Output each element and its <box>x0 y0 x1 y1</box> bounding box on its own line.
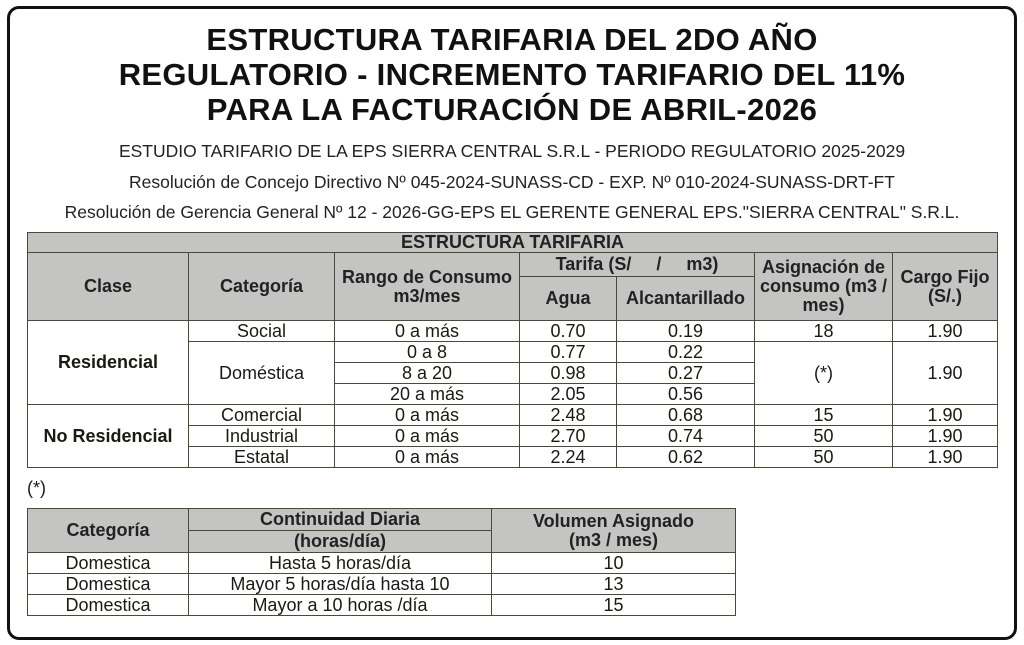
cell-volumen: 15 <box>491 594 736 616</box>
table-row: Residencial Social 0 a más 0.70 0.19 18 … <box>27 320 998 405</box>
cell-asignacion: 50 <box>754 446 893 468</box>
table-row: Industrial 0 a más 2.70 0.74 50 1.90 <box>28 425 998 447</box>
header-continuidad: Continuidad Diaria <box>188 508 492 531</box>
cell-alcantarillado: 0.19 <box>616 320 755 342</box>
cell-cargo: 1.90 <box>892 446 998 468</box>
cell-categoria: Domestica <box>27 594 189 616</box>
cell-categoria: Social <box>188 320 335 342</box>
title-line-2: REGULATORIO - INCREMENTO TARIFARIO DEL 1… <box>118 57 906 92</box>
cell-continuidad: Mayor a 10 horas /día <box>188 594 492 616</box>
header-categoria: Categoría <box>27 508 189 553</box>
cell-categoria: Industrial <box>188 425 335 447</box>
cell-categoria: Doméstica <box>188 341 335 405</box>
cell-agua: 2.05 <box>519 383 617 405</box>
header-asignacion: Asignación de consumo (m3 / mes) <box>754 252 893 321</box>
header-categoria: Categoría <box>188 252 335 321</box>
cell-agua: 0.77 <box>519 341 617 363</box>
cell-agua: 0.98 <box>519 362 617 384</box>
title-line-1: ESTRUCTURA TARIFARIA DEL 2DO AÑO <box>206 22 818 57</box>
table-row: Doméstica 0 a 8 0.77 0.22 (*) 1.90 <box>28 341 998 405</box>
cell-rango: 0 a 8 <box>334 341 520 363</box>
header-agua: Agua <box>519 276 617 321</box>
table-row: Estatal 0 a más 2.24 0.62 50 1.90 <box>28 446 998 468</box>
cell-cargo: 1.90 <box>892 320 998 342</box>
document-title: ESTRUCTURA TARIFARIA DEL 2DO AÑO REGULAT… <box>0 22 1024 127</box>
cell-alcantarillado: 0.27 <box>616 362 755 384</box>
title-line-3: PARA LA FACTURACIÓN DE ABRIL-2026 <box>206 92 818 127</box>
header-rango: Rango de Consumo m3/mes <box>334 252 520 321</box>
subtitle-resolution-cd: Resolución de Concejo Directivo Nº 045-2… <box>129 172 895 192</box>
cell-agua: 2.24 <box>519 446 617 468</box>
table-row: Domestica Hasta 5 horas/día 10 <box>27 552 736 574</box>
cell-cargo: 1.90 <box>892 341 998 405</box>
header-tarifa: Tarifa (S/ / m3) <box>519 252 755 277</box>
cell-continuidad: Mayor 5 horas/día hasta 10 <box>188 573 492 595</box>
clase-residencial: Residencial <box>27 320 189 405</box>
cell-cargo: 1.90 <box>892 425 998 447</box>
cell-categoria: Comercial <box>188 404 335 426</box>
table-row: Domestica Mayor a 10 horas /día 15 <box>27 594 736 616</box>
subtitle-resolution-gg: Resolución de Gerencia General Nº 12 - 2… <box>64 202 960 222</box>
subtitle-study: ESTUDIO TARIFARIO DE LA EPS SIERRA CENTR… <box>118 141 906 161</box>
document-border <box>7 6 1017 640</box>
cell-asignacion: 15 <box>754 404 893 426</box>
assigned-volume-table: Categoría Continuidad Diaria Volumen Asi… <box>27 508 736 616</box>
cell-asignacion: 50 <box>754 425 893 447</box>
cell-rango: 0 a más <box>334 404 520 426</box>
cell-categoria: Domestica <box>27 552 189 574</box>
cell-alcantarillado: 0.56 <box>616 383 755 405</box>
cell-rango: 0 a más <box>334 320 520 342</box>
header-continuidad-unit: (horas/día) <box>188 530 492 553</box>
cell-categoria: Estatal <box>188 446 335 468</box>
header-alcantarillado: Alcantarillado <box>616 276 755 321</box>
table-caption: ESTRUCTURA TARIFARIA <box>27 232 998 253</box>
table-row: Domestica Mayor 5 horas/día hasta 10 13 <box>27 573 736 595</box>
header-cargo-fijo: Cargo Fijo (S/.) <box>892 252 998 321</box>
cell-continuidad: Hasta 5 horas/día <box>188 552 492 574</box>
clase-no-residencial: No Residencial <box>27 404 189 468</box>
cell-rango: 8 a 20 <box>334 362 520 384</box>
cell-agua: 2.48 <box>519 404 617 426</box>
table-row: 20 a más 2.05 0.56 <box>28 383 998 405</box>
tariff-structure-table: ESTRUCTURA TARIFARIA Clase Categoría Ran… <box>27 232 998 468</box>
footnote-marker: (*) <box>27 478 46 498</box>
cell-rango: 0 a más <box>334 425 520 447</box>
cell-alcantarillado: 0.22 <box>616 341 755 363</box>
cell-agua: 2.70 <box>519 425 617 447</box>
cell-volumen: 13 <box>491 573 736 595</box>
header-volumen: Volumen Asignado (m3 / mes) <box>491 508 736 553</box>
cell-cargo: 1.90 <box>892 404 998 426</box>
cell-rango: 20 a más <box>334 383 520 405</box>
cell-alcantarillado: 0.62 <box>616 446 755 468</box>
cell-asignacion: (*) <box>754 341 893 405</box>
cell-alcantarillado: 0.74 <box>616 425 755 447</box>
header-clase: Clase <box>27 252 189 321</box>
table-row: No Residencial Comercial 0 a más 2.48 0.… <box>27 404 998 468</box>
cell-alcantarillado: 0.68 <box>616 404 755 426</box>
cell-asignacion: 18 <box>754 320 893 342</box>
cell-categoria: Domestica <box>27 573 189 595</box>
cell-agua: 0.70 <box>519 320 617 342</box>
cell-volumen: 10 <box>491 552 736 574</box>
cell-rango: 0 a más <box>334 446 520 468</box>
